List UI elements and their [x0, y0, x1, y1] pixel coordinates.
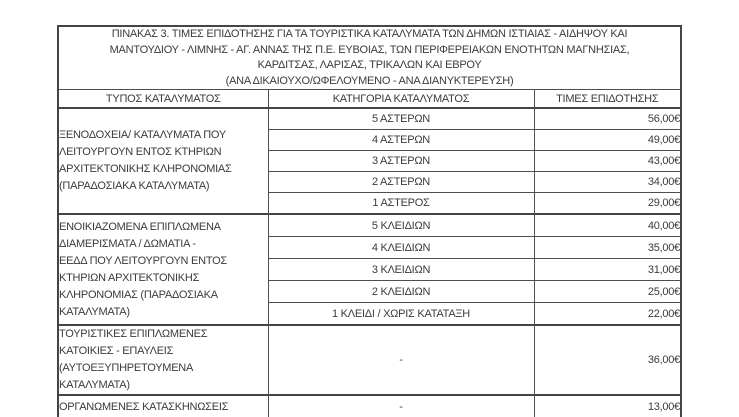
table-row: ΤΟΥΡΙΣΤΙΚΕΣ ΕΠΙΠΛΩΜΕΝΕΣ ΚΑΤΟΙΚΙΕΣ - ΕΠΑΥΛ…	[57, 324, 682, 396]
price-cell: 43,00€	[533, 150, 682, 172]
category-cell: 1 ΚΛΕΙΔΙ / ΧΩΡΙΣ ΚΑΤΑΤΑΞΗ	[267, 302, 535, 326]
price-cell: 56,00€	[533, 107, 682, 130]
price-cell: 40,00€	[533, 213, 682, 237]
table-title: ΠΙΝΑΚΑΣ 3. ΤΙΜΕΣ ΕΠΙΔΟΤΗΣΗΣ ΓΙΑ ΤΑ ΤΟΥΡΙ…	[57, 25, 682, 90]
table-row: ΕΝΟΙΚΙΑΖΟΜΕΝΑ ΕΠΙΠΛΩΜΕΝΑ ΔΙΑΜΕΡΙΣΜΑΤΑ / Δ…	[57, 213, 682, 326]
table-row: 2 ΑΣΤΕΡΩΝ 34,00€	[58, 171, 682, 193]
price-cell: 49,00€	[533, 129, 682, 151]
table-row: 1 ΚΛΕΙΔΙ / ΧΩΡΙΣ ΚΑΤΑΤΑΞΗ 22,00€	[58, 302, 682, 326]
category-cell: 3 ΑΣΤΕΡΩΝ	[267, 150, 535, 172]
category-cell: 2 ΑΣΤΕΡΩΝ	[267, 171, 535, 193]
price-cell: 29,00€	[533, 192, 682, 215]
price-cell: 25,00€	[533, 280, 682, 303]
accommodation-type-rented-rooms: ΕΝΟΙΚΙΑΖΟΜΕΝΑ ΕΠΙΠΛΩΜΕΝΑ ΔΙΑΜΕΡΙΣΜΑΤΑ / Δ…	[57, 213, 269, 326]
table-title-row: ΠΙΝΑΚΑΣ 3. ΤΙΜΕΣ ΕΠΙΔΟΤΗΣΗΣ ΓΙΑ ΤΑ ΤΟΥΡΙ…	[57, 25, 682, 90]
category-cell: 5 ΚΛΕΙΔΙΩΝ	[267, 213, 535, 237]
accommodation-type-campsites: ΟΡΓΑΝΩΜΕΝΕΣ ΚΑΤΑΣΚΗΝΩΣΕΙΣ	[57, 394, 269, 417]
category-cell: -	[267, 324, 535, 396]
table-row: ΟΡΓΑΝΩΜΕΝΕΣ ΚΑΤΑΣΚΗΝΩΣΕΙΣ - 13,00€	[57, 394, 682, 417]
accommodation-type-hotels: ΞΕΝΟΔΟΧΕΙΑ/ ΚΑΤΑΛΥΜΑΤΑ ΠΟΥ ΛΕΙΤΟΥΡΓΟΥΝ ΕΝ…	[57, 107, 269, 215]
price-cell: 31,00€	[533, 258, 682, 281]
column-header-price: ΤΙΜΕΣ ΕΠΙΔΟΤΗΣΗΣ	[533, 89, 682, 109]
price-cell: 34,00€	[533, 171, 682, 193]
subsidy-rates-table: ΠΙΝΑΚΑΣ 3. ΤΙΜΕΣ ΕΠΙΔΟΤΗΣΗΣ ΓΙΑ ΤΑ ΤΟΥΡΙ…	[57, 25, 683, 417]
table-row: 2 ΚΛΕΙΔΙΩΝ 25,00€	[58, 280, 682, 303]
price-cell: 13,00€	[533, 394, 682, 417]
column-header-type: ΤΥΠΟΣ ΚΑΤΑΛΥΜΑΤΟΣ	[57, 89, 269, 109]
category-cell: 4 ΑΣΤΕΡΩΝ	[267, 129, 535, 151]
table-row: ΞΕΝΟΔΟΧΕΙΑ/ ΚΑΤΑΛΥΜΑΤΑ ΠΟΥ ΛΕΙΤΟΥΡΓΟΥΝ ΕΝ…	[57, 107, 682, 215]
category-cell: 2 ΚΛΕΙΔΙΩΝ	[267, 280, 535, 303]
category-cell: 1 ΑΣΤΕΡΟΣ	[267, 192, 535, 215]
column-header-category: ΚΑΤΗΓΟΡΙΑ ΚΑΤΑΛΥΜΑΤΟΣ	[267, 89, 535, 109]
category-cell: 4 ΚΛΕΙΔΙΩΝ	[267, 236, 535, 259]
table-row: 4 ΚΛΕΙΔΙΩΝ 35,00€	[58, 236, 682, 259]
table-header-row: ΤΥΠΟΣ ΚΑΤΑΛΥΜΑΤΟΣ ΚΑΤΗΓΟΡΙΑ ΚΑΤΑΛΥΜΑΤΟΣ …	[57, 89, 682, 109]
category-cell: 3 ΚΛΕΙΔΙΩΝ	[267, 258, 535, 281]
accommodation-type-villas: ΤΟΥΡΙΣΤΙΚΕΣ ΕΠΙΠΛΩΜΕΝΕΣ ΚΑΤΟΙΚΙΕΣ - ΕΠΑΥΛ…	[57, 324, 269, 396]
price-cell: 22,00€	[533, 302, 682, 326]
category-cell: 5 ΑΣΤΕΡΩΝ	[267, 107, 535, 130]
category-cell: -	[267, 394, 535, 417]
price-cell: 36,00€	[533, 324, 682, 396]
price-cell: 35,00€	[533, 236, 682, 259]
